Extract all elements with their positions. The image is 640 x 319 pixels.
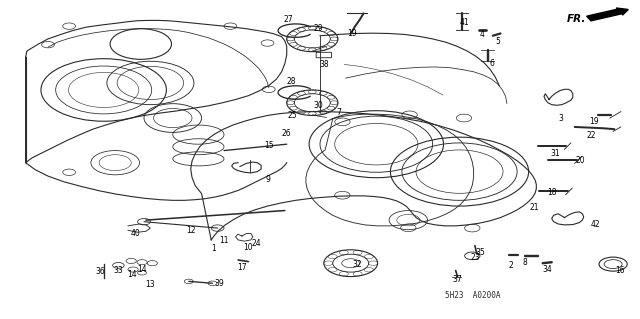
Text: 26: 26 (282, 129, 292, 138)
Text: 31: 31 (550, 149, 561, 158)
Text: 15: 15 (264, 141, 275, 150)
Text: 37: 37 (452, 275, 462, 284)
Text: 8: 8 (522, 258, 527, 267)
Text: 40: 40 (131, 229, 141, 238)
Text: 14: 14 (137, 265, 147, 274)
Text: 10: 10 (243, 243, 253, 252)
Text: 1: 1 (211, 244, 216, 253)
Text: 21: 21 (530, 203, 539, 212)
Text: 11: 11 (220, 236, 228, 245)
Text: 16: 16 (614, 266, 625, 275)
Text: 35: 35 (475, 248, 485, 256)
Text: 2: 2 (508, 261, 513, 270)
Text: 29: 29 (314, 24, 324, 33)
Text: 20: 20 (575, 156, 585, 165)
FancyArrow shape (587, 8, 628, 21)
Text: 33: 33 (113, 266, 124, 275)
Text: 14: 14 (127, 271, 138, 279)
Text: 42: 42 (590, 220, 600, 229)
Text: 23: 23 (470, 253, 480, 262)
Text: 28: 28 (287, 77, 296, 86)
Text: 4: 4 (479, 30, 484, 39)
Text: 32: 32 (352, 260, 362, 269)
Text: 39: 39 (214, 279, 224, 288)
Text: 22: 22 (587, 131, 596, 140)
Text: 24: 24 (251, 239, 261, 248)
Text: 19: 19 (589, 117, 599, 126)
Text: 12: 12 (186, 226, 195, 235)
Text: 7: 7 (336, 108, 341, 117)
Text: 34: 34 (542, 265, 552, 274)
Text: 38: 38 (319, 60, 329, 69)
Text: 5: 5 (495, 37, 500, 46)
Text: 19: 19 (347, 29, 357, 38)
Text: 25: 25 (287, 111, 298, 120)
Text: 41: 41 (460, 18, 470, 27)
Text: 27: 27 (283, 15, 293, 24)
Text: 3: 3 (558, 114, 563, 123)
Text: 13: 13 (145, 280, 156, 289)
Text: FR.: FR. (567, 14, 586, 24)
Text: 36: 36 (95, 267, 106, 276)
Text: 9: 9 (265, 175, 270, 184)
Text: 30: 30 (314, 101, 324, 110)
Text: 18: 18 (547, 189, 556, 197)
Text: 17: 17 (237, 263, 247, 271)
Text: 6: 6 (490, 59, 495, 68)
Text: 5H23  A0200A: 5H23 A0200A (445, 292, 500, 300)
